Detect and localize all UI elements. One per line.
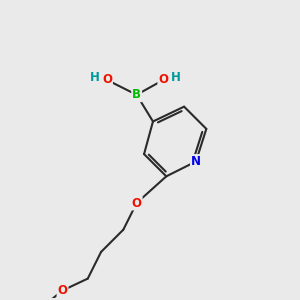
Text: N: N bbox=[191, 155, 201, 168]
Text: O: O bbox=[132, 196, 142, 209]
Text: B: B bbox=[132, 88, 141, 101]
Text: H: H bbox=[171, 71, 181, 84]
Text: O: O bbox=[158, 74, 168, 86]
Text: O: O bbox=[102, 74, 112, 86]
Text: O: O bbox=[58, 284, 68, 297]
Text: H: H bbox=[90, 71, 100, 84]
